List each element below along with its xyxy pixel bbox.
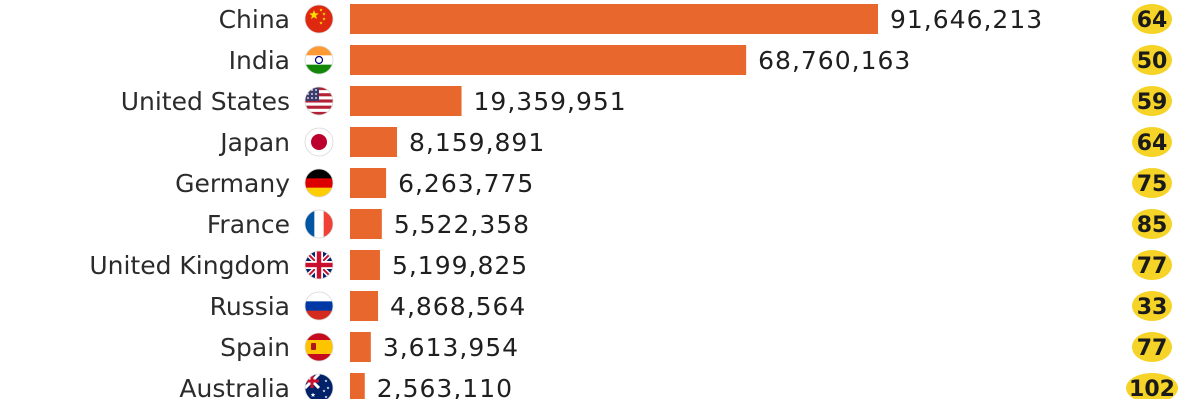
chart-row: Japan 8,159,891 64 xyxy=(218,127,1172,157)
chart-row: Russia 4,868,564 33 xyxy=(210,291,1172,321)
rank-badge-label: 33 xyxy=(1137,295,1168,320)
rank-badge-label: 102 xyxy=(1129,377,1175,399)
value-label: 2,563,110 xyxy=(377,374,513,399)
rank-badge-label: 85 xyxy=(1137,213,1168,238)
value-label: 8,159,891 xyxy=(409,128,545,157)
chart-row: India 68,760,163 50 xyxy=(229,45,1172,75)
value-label: 19,359,951 xyxy=(474,87,627,116)
bar xyxy=(350,250,380,280)
rank-badge xyxy=(1126,373,1178,399)
chart-row: Germany 6,263,775 75 xyxy=(175,168,1172,198)
rank-badge xyxy=(1132,168,1172,198)
category-label: India xyxy=(229,46,290,75)
united-states-flag-icon xyxy=(304,86,334,116)
chart-row: United States 19,359,951 59 xyxy=(121,86,1172,116)
rank-badge-label: 77 xyxy=(1137,254,1168,279)
chart-row: China 91,646,213 64 xyxy=(219,4,1172,34)
category-label: United Kingdom xyxy=(89,251,290,280)
chart-row: Australia 2,563,110 102 xyxy=(179,373,1178,399)
bar xyxy=(350,86,462,116)
rank-badge-label: 75 xyxy=(1137,172,1168,197)
spain-flag-icon xyxy=(304,332,334,362)
japan-flag-icon xyxy=(304,127,334,157)
value-label: 91,646,213 xyxy=(890,5,1043,34)
category-label: Germany xyxy=(175,169,290,198)
rank-badge-label: 59 xyxy=(1137,90,1168,115)
rank-badge-label: 64 xyxy=(1137,8,1168,33)
rank-badge xyxy=(1132,332,1172,362)
germany-flag-icon xyxy=(304,168,334,198)
bar xyxy=(350,45,747,75)
rank-badge xyxy=(1132,291,1172,321)
value-label: 68,760,163 xyxy=(758,46,911,75)
rank-badge xyxy=(1132,250,1172,280)
chart-row: United Kingdom 5,199,825 77 xyxy=(89,250,1172,280)
value-label: 3,613,954 xyxy=(383,333,519,362)
bar xyxy=(350,4,878,34)
category-label: Russia xyxy=(210,292,290,321)
bar xyxy=(350,332,371,362)
category-label: United States xyxy=(121,87,290,116)
bar xyxy=(350,209,382,239)
australia-flag-icon xyxy=(304,373,334,399)
value-label: 4,868,564 xyxy=(390,292,526,321)
bar xyxy=(350,291,379,321)
rank-badge xyxy=(1132,127,1172,157)
rank-badge xyxy=(1132,45,1172,75)
value-label: 6,263,775 xyxy=(398,169,534,198)
bar xyxy=(350,373,365,399)
rank-badge-label: 50 xyxy=(1137,49,1168,74)
united-kingdom-flag-icon xyxy=(304,250,334,280)
category-label: Japan xyxy=(218,128,290,157)
russia-flag-icon xyxy=(304,291,334,321)
rank-badge xyxy=(1132,209,1172,239)
category-label: Australia xyxy=(179,374,290,399)
bar xyxy=(350,127,398,157)
china-flag-icon xyxy=(304,4,334,34)
rank-badge xyxy=(1132,4,1172,34)
rank-badge xyxy=(1132,86,1172,116)
france-flag-icon xyxy=(304,209,334,239)
bar xyxy=(350,168,387,198)
value-label: 5,199,825 xyxy=(392,251,528,280)
rank-badge-label: 64 xyxy=(1137,131,1168,156)
india-flag-icon xyxy=(304,45,334,75)
rank-badge-label: 77 xyxy=(1137,336,1168,361)
value-label: 5,522,358 xyxy=(394,210,530,239)
category-label: Spain xyxy=(220,333,290,362)
chart-row: France 5,522,358 85 xyxy=(207,209,1172,239)
category-label: France xyxy=(207,210,290,239)
category-label: China xyxy=(219,5,290,34)
chart-row: Spain 3,613,954 77 xyxy=(220,332,1172,362)
